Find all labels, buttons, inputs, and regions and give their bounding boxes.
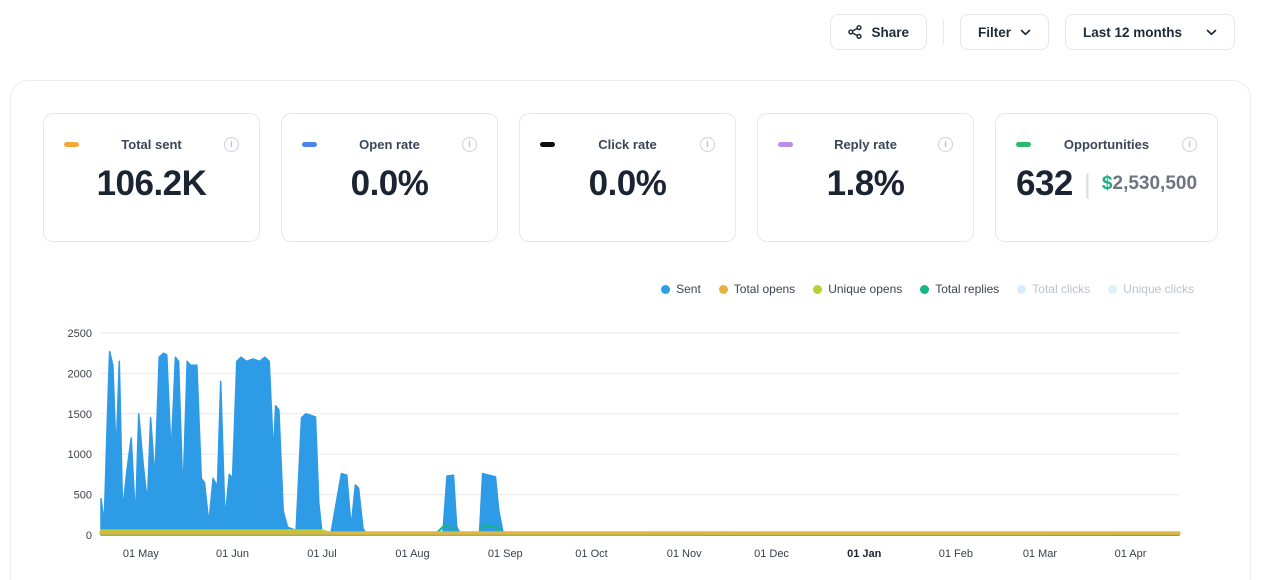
info-icon[interactable]: i [224,137,239,152]
reply-rate-color-pill [778,142,793,147]
share-button[interactable]: Share [830,14,927,50]
analytics-panel: Total sent i 106.2K Open rate i 0.0% Cli… [10,80,1251,580]
x-axis-label: 01 Feb [939,548,973,560]
legend-item-total-opens[interactable]: Total opens [718,282,796,296]
timeseries-chart: 0 500 1000 1500 2000 2500 01 May 01 Jun 01 Jul 01… [68,329,1181,560]
x-axis-label: 01 Jun [216,548,249,560]
chart-area: 0 500 1000 1500 2000 2500 01 May 01 Jun 01 Jul 01… [11,329,1250,569]
legend-dot [813,284,823,294]
stat-card-opportunities: Opportunities i 632 | $2,530,500 [995,113,1219,242]
legend-label: Total replies [935,282,1000,296]
x-axis-label: 01 Sep [488,548,523,560]
y-axis-label: 2000 [68,368,92,380]
date-range-dropdown[interactable]: Last 12 months [1065,14,1235,50]
legend-dot [1108,284,1118,294]
legend-label: Sent [676,282,701,296]
stat-card-total-sent: Total sent i 106.2K [43,113,260,242]
legend-label: Unique opens [828,282,903,296]
y-axis-label: 500 [74,490,92,502]
stat-value: 0.0% [588,164,667,203]
info-icon[interactable]: i [462,137,477,152]
stat-cards-row: Total sent i 106.2K Open rate i 0.0% Cli… [11,113,1250,242]
y-axis-label: 0 [86,530,92,542]
chevron-down-icon [1020,29,1031,36]
info-icon[interactable]: i [1182,137,1198,152]
filter-button-label: Filter [977,24,1011,40]
stat-card-reply-rate: Reply rate i 1.8% [757,113,974,242]
legend-item-total-replies[interactable]: Total replies [920,282,999,296]
total-sent-color-pill [64,142,79,147]
stat-value: 0.0% [350,164,429,203]
chart-legend: Sent Total opens Unique opens Total replies… [11,282,1250,296]
legend-item-total-clicks[interactable]: Total clicks [1017,282,1090,296]
x-axis-label: 01 Aug [395,548,429,560]
stat-label: Open rate [359,137,420,152]
legend-item-unique-opens[interactable]: Unique opens [813,282,902,296]
share-button-label: Share [871,24,909,40]
legend-item-sent[interactable]: Sent [661,282,701,296]
stat-card-click-rate: Click rate i 0.0% [519,113,736,242]
x-axis-label: 01 Mar [1023,548,1058,560]
opportunities-divider: | [1083,168,1091,199]
x-axis-label: 01 Nov [667,548,702,560]
legend-dot [920,284,930,294]
filter-button[interactable]: Filter [959,14,1049,50]
x-axis-label: 01 Jul [307,548,336,560]
legend-dot [718,284,728,294]
currency-symbol: $ [1101,173,1113,194]
legend-item-unique-clicks[interactable]: Unique clicks [1108,282,1194,296]
stat-label: Opportunities [1063,137,1150,152]
stat-label: Click rate [598,137,657,152]
info-icon[interactable]: i [699,137,715,152]
stat-label: Reply rate [834,137,897,152]
y-axis-label: 2500 [68,329,92,340]
date-range-label: Last 12 months [1083,24,1183,40]
topbar-divider [942,20,944,44]
x-axis-label: 01 Oct [575,548,607,560]
stat-label: Total sent [121,137,182,152]
stat-value: 1.8% [826,164,905,203]
stat-card-open-rate: Open rate i 0.0% [281,113,498,242]
x-axis-label: 01 Dec [754,548,789,560]
opportunities-amount: $2,530,500 [1102,173,1197,195]
chevron-down-icon [1206,29,1217,36]
info-icon[interactable]: i [938,137,953,152]
amount-value: 2,530,500 [1112,173,1198,194]
legend-label: Total opens [733,282,796,296]
x-axis-label: 01 Jan [847,548,882,560]
open-rate-color-pill [302,142,317,147]
series-sent [100,350,1180,536]
legend-dot [661,284,671,294]
legend-label: Total clicks [1032,282,1091,296]
opportunities-count: 632 [1016,164,1073,203]
topbar: Share Filter Last 12 months [0,0,1261,64]
x-axis-label: 01 Apr [1115,548,1147,560]
share-icon [848,25,863,39]
y-axis-label: 1500 [68,409,92,421]
y-axis-label: 1000 [68,449,92,461]
stat-value: 106.2K [96,164,207,203]
x-axis-label: 01 May [123,548,160,560]
opportunities-color-pill [1016,142,1031,147]
legend-dot [1017,284,1027,294]
click-rate-color-pill [540,142,555,147]
legend-label: Unique clicks [1123,282,1194,296]
